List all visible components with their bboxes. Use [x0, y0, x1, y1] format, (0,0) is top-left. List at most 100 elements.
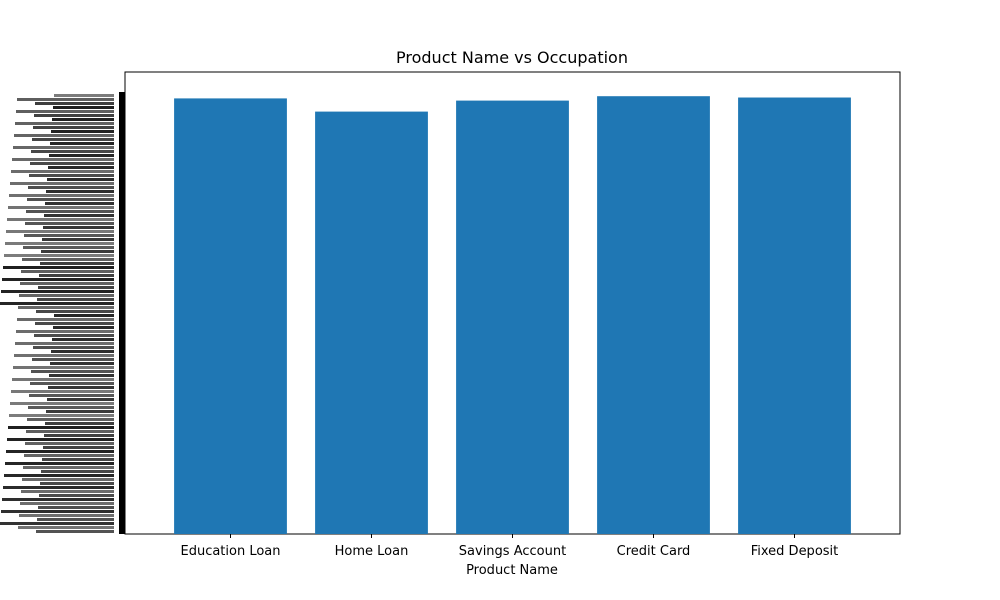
y-tick-label-overlap — [17, 318, 114, 321]
y-axis-tick-labels — [0, 92, 125, 534]
y-tick-label-overlap — [5, 462, 114, 465]
y-tick-label-overlap — [42, 238, 114, 241]
y-tick-label-overlap — [29, 174, 114, 177]
y-tick-label-overlap — [11, 170, 114, 173]
y-tick-label-overlap — [26, 210, 114, 213]
chart-title: Product Name vs Occupation — [396, 48, 628, 67]
y-tick-label-overlap — [25, 442, 114, 445]
y-tick-label-overlap — [11, 390, 114, 393]
y-tick-label-overlap — [7, 438, 114, 441]
y-tick-label-overlap — [41, 250, 114, 253]
y-tick-label-overlap — [40, 482, 114, 485]
y-tick-label-overlap — [51, 350, 114, 353]
x-tick-label: Fixed Deposit — [751, 544, 839, 559]
y-tick-label-overlap — [13, 146, 114, 149]
y-tick-label-overlap — [8, 206, 114, 209]
y-tick-label-overlap — [12, 158, 114, 161]
y-tick-label-overlap — [34, 334, 114, 337]
y-tick-label-overlap — [29, 394, 114, 397]
y-tick-label-overlap — [37, 298, 114, 301]
x-tick-label: Savings Account — [459, 544, 566, 559]
y-tick-label-overlap — [32, 358, 114, 361]
bars-group — [174, 96, 851, 535]
y-tick-label-overlap — [35, 102, 114, 105]
y-tick-label-overlap — [7, 218, 114, 221]
bar-education-loan — [174, 98, 287, 535]
y-tick-label-overlap — [16, 110, 114, 113]
y-tick-label-overlap — [51, 130, 114, 133]
y-tick-label-overlap — [15, 122, 114, 125]
x-tick-label: Education Loan — [180, 544, 280, 559]
y-tick-label-overlap — [3, 266, 114, 269]
y-tick-label-overlap — [53, 106, 114, 109]
y-tick-label-overlap — [12, 378, 114, 381]
y-tick-label-overlap — [33, 346, 114, 349]
y-tick-label-overlap — [2, 498, 114, 501]
y-tick-label-overlap — [4, 254, 114, 257]
y-tick-marks-band — [119, 92, 125, 534]
y-tick-label-overlap — [47, 178, 114, 181]
y-tick-label-overlap — [28, 406, 114, 409]
y-tick-label-overlap — [27, 198, 114, 201]
y-tick-label-overlap — [50, 142, 114, 145]
y-tick-label-overlap — [0, 522, 114, 525]
y-tick-label-overlap — [32, 138, 114, 141]
y-tick-label-overlap — [16, 330, 114, 333]
bar-fixed-deposit — [738, 97, 851, 535]
x-axis-label: Product Name — [466, 563, 558, 578]
y-tick-label-overlap — [53, 326, 114, 329]
y-tick-label-overlap — [38, 506, 114, 509]
y-tick-label-overlap — [52, 118, 114, 121]
y-tick-label-overlap — [45, 422, 114, 425]
y-tick-label-overlap — [9, 414, 114, 417]
y-tick-label-overlap — [6, 450, 114, 453]
y-tick-label-overlap — [46, 190, 114, 193]
y-tick-label-overlap — [19, 514, 114, 517]
bar-savings-account — [456, 100, 569, 534]
y-tick-label-overlap — [5, 242, 114, 245]
y-tick-label-overlap — [37, 518, 114, 521]
y-tick-label-overlap — [48, 166, 114, 169]
y-tick-label-overlap — [10, 402, 114, 405]
y-tick-label-overlap — [8, 426, 114, 429]
y-tick-label-overlap — [14, 354, 114, 357]
y-tick-label-overlap — [9, 194, 114, 197]
y-tick-label-overlap — [3, 486, 114, 489]
y-tick-label-overlap — [30, 382, 114, 385]
y-tick-label-overlap — [19, 294, 114, 297]
y-tick-label-overlap — [15, 342, 114, 345]
y-tick-label-overlap — [1, 290, 114, 293]
y-tick-label-overlap — [31, 150, 114, 153]
y-tick-label-overlap — [40, 262, 114, 265]
y-tick-label-overlap — [31, 370, 114, 373]
y-tick-label-overlap — [46, 410, 114, 413]
y-tick-label-overlap — [50, 362, 114, 365]
y-tick-label-overlap — [36, 530, 114, 533]
y-tick-label-overlap — [24, 234, 114, 237]
y-tick-label-overlap — [54, 94, 114, 97]
y-tick-label-overlap — [23, 466, 114, 469]
y-tick-label-overlap — [30, 162, 114, 165]
y-tick-label-overlap — [0, 302, 114, 305]
y-tick-label-overlap — [20, 282, 114, 285]
bar-credit-card — [597, 96, 710, 534]
y-tick-label-overlap — [39, 274, 114, 277]
y-tick-label-overlap — [35, 322, 114, 325]
y-tick-label-overlap — [48, 386, 114, 389]
y-tick-label-overlap — [25, 222, 114, 225]
y-tick-label-overlap — [1, 510, 114, 513]
y-tick-label-overlap — [41, 470, 114, 473]
y-tick-label-overlap — [22, 478, 114, 481]
x-tick-label: Home Loan — [335, 544, 409, 559]
y-tick-label-overlap — [42, 458, 114, 461]
y-tick-label-overlap — [33, 126, 114, 129]
y-tick-label-overlap — [17, 98, 114, 101]
y-tick-label-overlap — [49, 154, 114, 157]
y-tick-label-overlap — [13, 366, 114, 369]
y-tick-label-overlap — [10, 182, 114, 185]
y-tick-label-overlap — [4, 474, 114, 477]
y-tick-label-overlap — [26, 430, 114, 433]
bar-home-loan — [315, 111, 428, 534]
y-tick-label-overlap — [20, 502, 114, 505]
